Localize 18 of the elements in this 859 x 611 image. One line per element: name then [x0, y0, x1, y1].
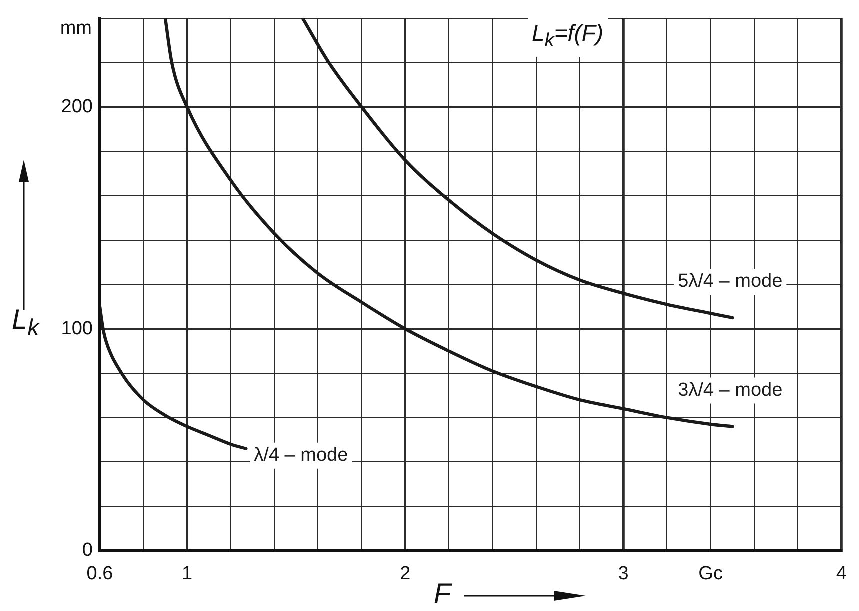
series-label: 5λ/4 – mode: [678, 271, 783, 292]
chart-title: L$_{k}$=f(F): [528, 18, 608, 57]
line-series: [164, 18, 734, 428]
x-tick-label: 3: [618, 564, 629, 585]
series-label: λ/4 – mode: [254, 445, 348, 466]
y-tick-label: 0: [82, 540, 93, 562]
text: mm: [60, 18, 92, 40]
x-tick-label: 0.6: [86, 564, 114, 585]
series-label: 3λ/4 – mode: [678, 380, 783, 401]
y-tick-label: 100: [61, 318, 93, 340]
x-tick-label: 1: [182, 564, 193, 585]
y-tick-label: 200: [61, 96, 93, 118]
y-axis-title: L$_{k}$: [12, 304, 40, 343]
x-axis-title: F: [434, 578, 452, 610]
x-tick-label: Gc: [698, 564, 723, 585]
x-tick-label: 4: [836, 564, 848, 585]
x-tick-label: 2: [400, 564, 411, 585]
line-series: [301, 18, 734, 320]
